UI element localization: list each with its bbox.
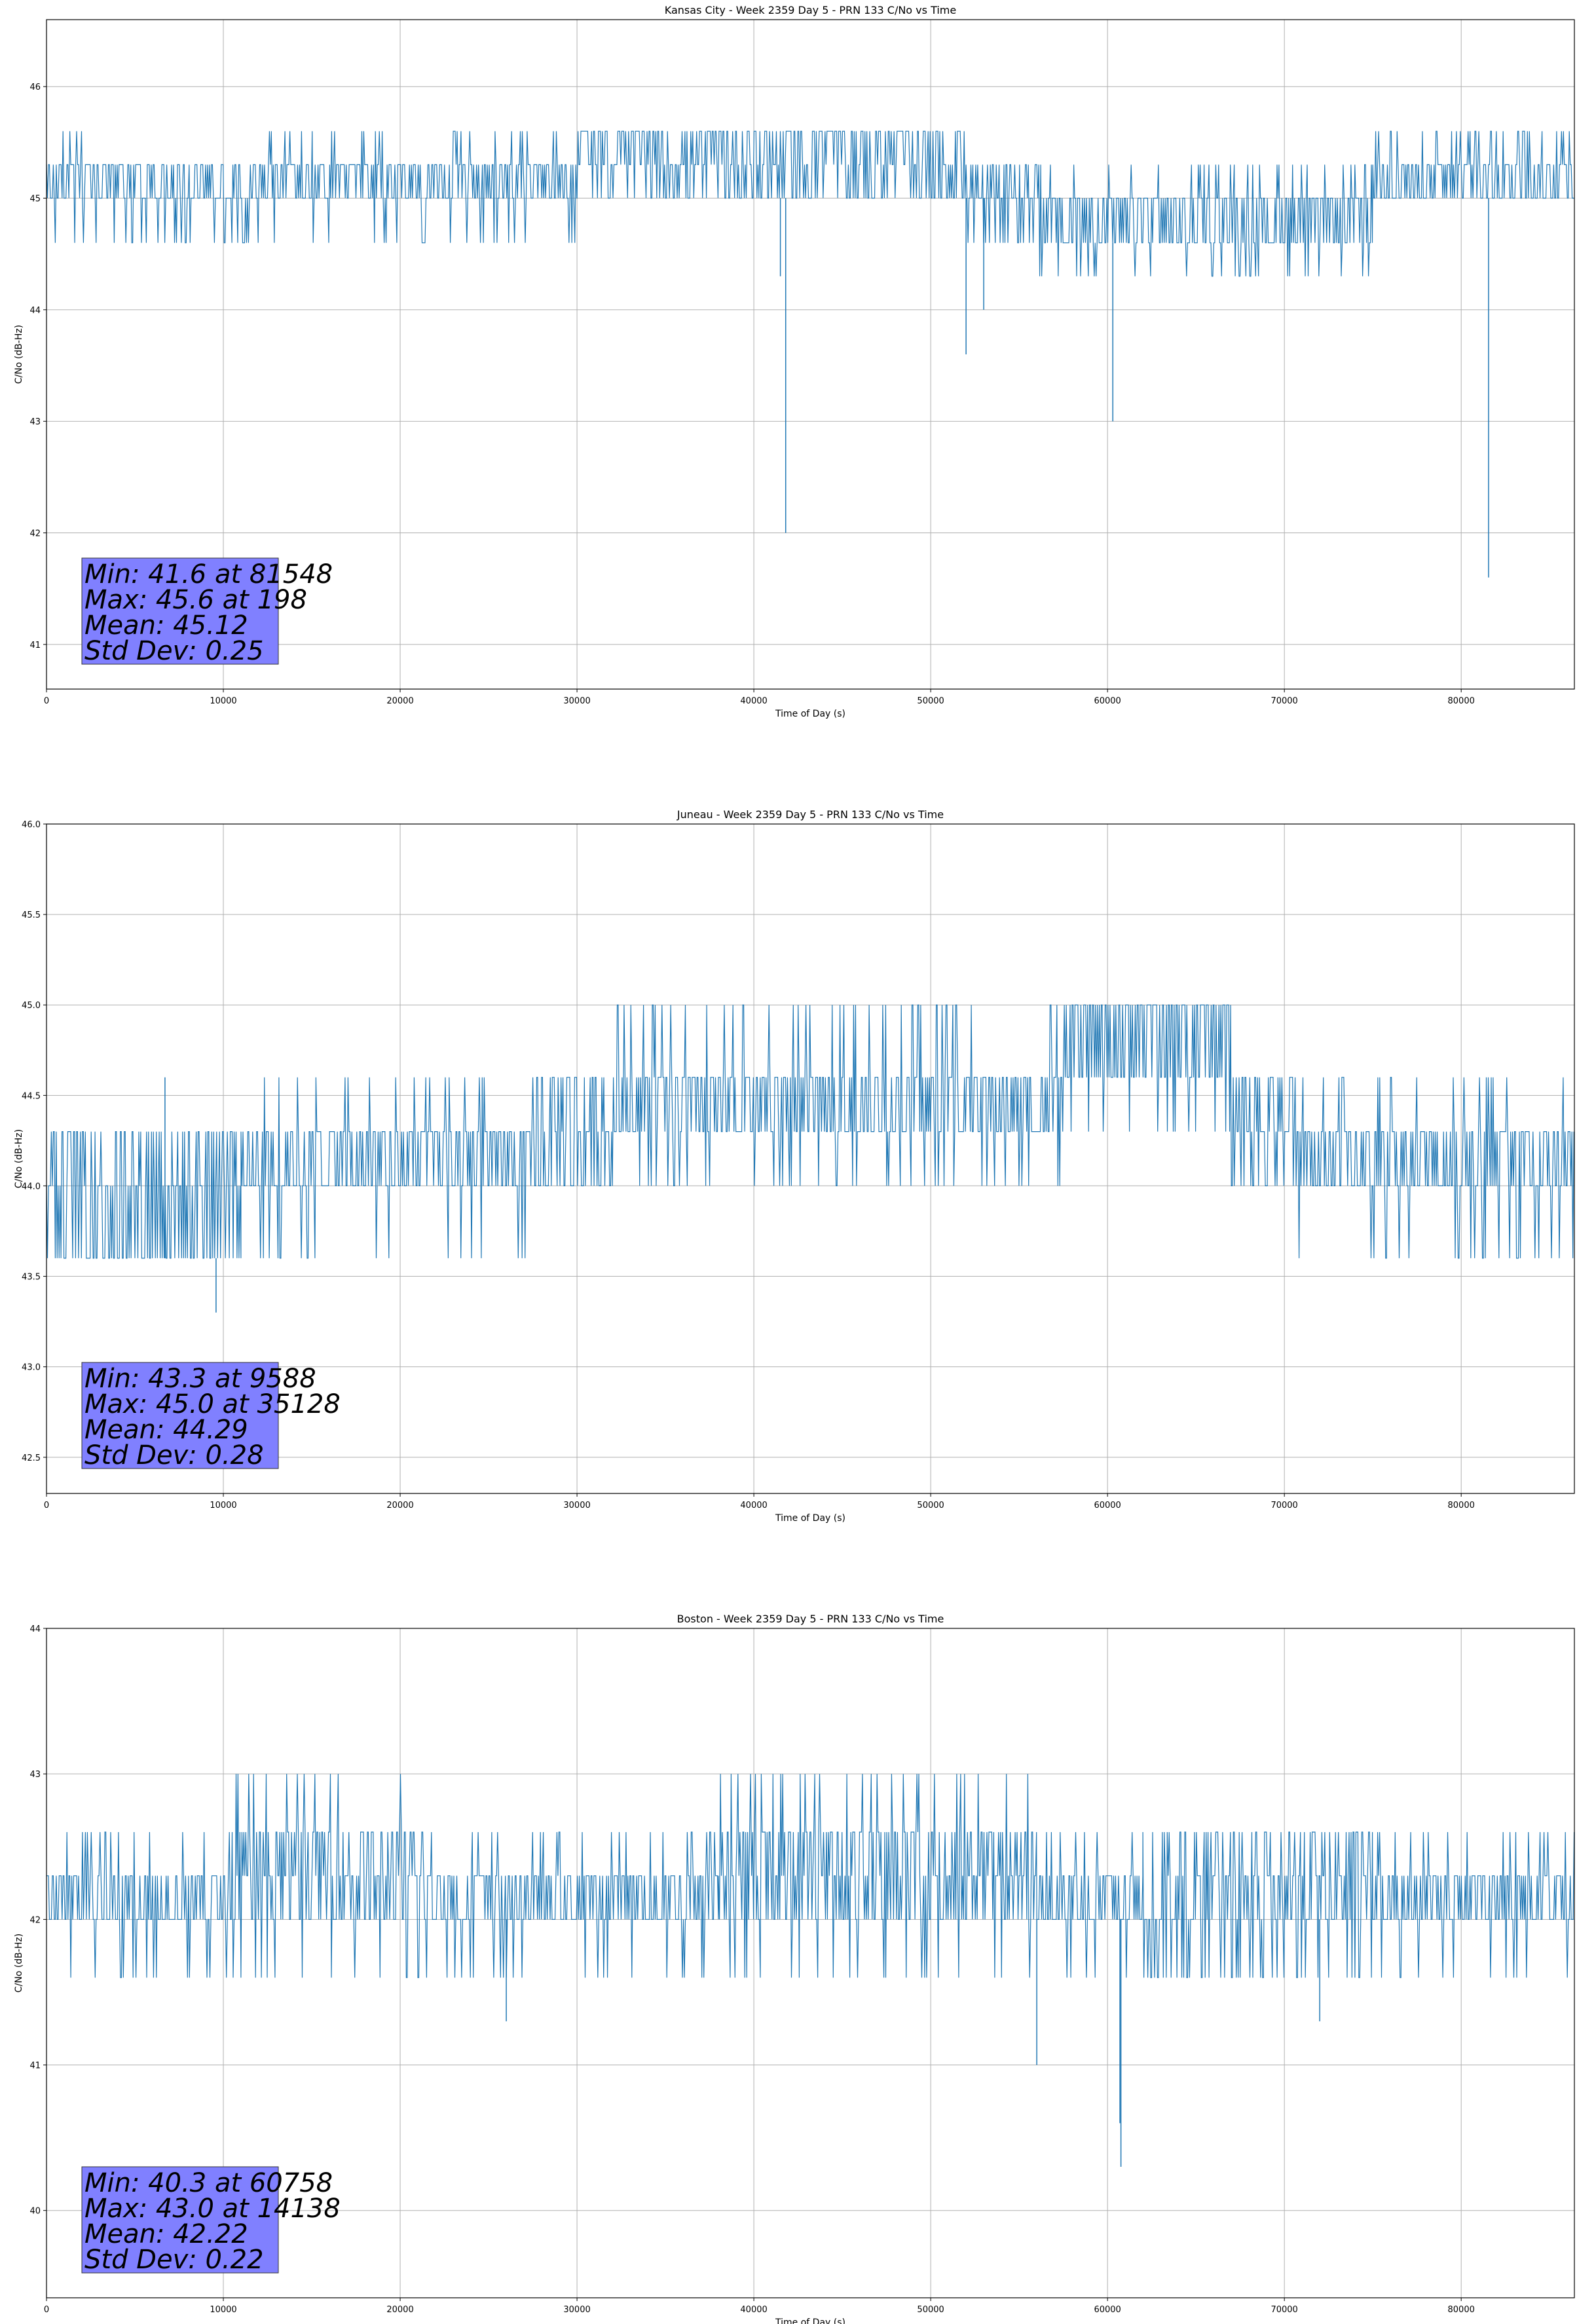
x-tick-label: 20000 (386, 696, 413, 706)
x-tick-label: 30000 (563, 696, 590, 706)
x-tick-label: 10000 (210, 696, 236, 706)
x-tick-label: 80000 (1448, 2305, 1475, 2315)
stats-max: Max: 45.0 at 35128 (84, 1389, 341, 1419)
series-line (46, 130, 1574, 277)
x-tick-label: 60000 (1094, 696, 1121, 706)
y-tick-label: 43.5 (22, 1273, 41, 1283)
x-tick-label: 30000 (563, 1501, 590, 1510)
stats-mean: Mean: 45.12 (84, 610, 248, 641)
axes-frame (46, 19, 1575, 690)
stats-box (81, 1362, 279, 1469)
stats-min: Min: 43.3 at 9588 (84, 1364, 316, 1394)
y-axis-label: C/No (dB-Hz) (14, 325, 24, 384)
x-tick-label: 80000 (1448, 696, 1475, 706)
stats-box (81, 2166, 279, 2274)
stats-max: Max: 45.6 at 198 (84, 585, 307, 615)
x-tick-label: 20000 (386, 1501, 413, 1510)
x-tick-label: 50000 (917, 1501, 944, 1510)
stats-min: Min: 40.3 at 60758 (84, 2168, 333, 2198)
chart-3: 0 10000 20000 30000 40000 50000 60000 70000 8000… (14, 1613, 1575, 2324)
x-tick-label: 60000 (1094, 1501, 1121, 1510)
y-tick-label: 42.5 (22, 1453, 41, 1463)
y-tick-label: 46 (29, 83, 41, 92)
axes-frame (46, 1628, 1575, 2298)
x-tick-label: 10000 (210, 1501, 236, 1510)
y-tick-label: 45.0 (22, 1001, 41, 1011)
x-tick-label: 40000 (740, 696, 767, 706)
y-tick-label: 44.5 (22, 1091, 41, 1101)
x-tick-label: 40000 (740, 2305, 767, 2315)
x-tick-label: 50000 (917, 2305, 944, 2315)
y-tick-label: 42 (29, 1915, 41, 1925)
chart-title: Juneau - Week 2359 Day 5 - PRN 133 C/No … (677, 808, 944, 821)
x-tick-label: 40000 (740, 1501, 767, 1510)
y-tick-label: 44 (29, 306, 41, 316)
stats-mean: Mean: 42.22 (84, 2219, 248, 2249)
y-tick-label: 44.0 (22, 1182, 41, 1191)
y-tick-label: 41 (29, 641, 41, 650)
stats-box (81, 557, 279, 665)
x-tick-label: 0 (44, 696, 49, 706)
y-tick-label: 45.5 (22, 910, 41, 920)
x-tick-label: 10000 (210, 2305, 236, 2315)
stats-mean: Mean: 44.29 (84, 1415, 248, 1445)
chart-2: 0 10000 20000 30000 40000 50000 60000 70000 8000… (14, 808, 1575, 1524)
stats-std: Std Dev: 0.28 (84, 1440, 264, 1471)
y-tick-label: 41 (29, 2061, 41, 2071)
x-axis-label: Time of Day (s) (775, 709, 845, 719)
x-axis-label: Time of Day (s) (775, 2317, 845, 2324)
axes-frame (46, 823, 1575, 1494)
x-tick-label: 70000 (1271, 2305, 1297, 2315)
y-tick-label: 43 (29, 417, 41, 427)
y-tick-label: 43 (29, 1770, 41, 1780)
y-tick-label: 46.0 (22, 820, 41, 830)
y-tick-label: 44 (29, 1624, 41, 1634)
x-tick-label: 70000 (1271, 696, 1297, 706)
chart-title: Boston - Week 2359 Day 5 - PRN 133 C/No … (677, 1613, 944, 1625)
stats-min: Min: 41.6 at 81548 (84, 559, 333, 590)
stats-std: Std Dev: 0.22 (84, 2245, 264, 2275)
x-tick-label: 70000 (1271, 1501, 1297, 1510)
stats-max: Max: 43.0 at 14138 (84, 2194, 341, 2224)
y-tick-label: 45 (29, 195, 41, 204)
series-line (46, 1774, 1575, 1978)
chart-title: Kansas City - Week 2359 Day 5 - PRN 133 … (665, 4, 956, 16)
y-tick-label: 42 (29, 529, 41, 539)
chart-1: 0 10000 20000 30000 40000 50000 60000 70000 8000… (14, 4, 1575, 719)
x-tick-label: 50000 (917, 696, 944, 706)
x-axis-label: Time of Day (s) (775, 1513, 845, 1524)
y-tick-label: 40 (29, 2207, 41, 2217)
y-axis-label: C/No (dB-Hz) (14, 1934, 24, 1993)
y-tick-label: 43.0 (22, 1363, 41, 1373)
series-line (46, 1004, 1574, 1259)
x-tick-label: 80000 (1448, 1501, 1475, 1510)
x-tick-label: 20000 (386, 2305, 413, 2315)
x-tick-label: 0 (44, 2305, 49, 2315)
x-tick-label: 0 (44, 1501, 49, 1510)
x-tick-label: 30000 (563, 2305, 590, 2315)
stats-std: Std Dev: 0.25 (84, 636, 264, 666)
y-axis-label: C/No (dB-Hz) (14, 1129, 24, 1188)
x-tick-label: 60000 (1094, 2305, 1121, 2315)
